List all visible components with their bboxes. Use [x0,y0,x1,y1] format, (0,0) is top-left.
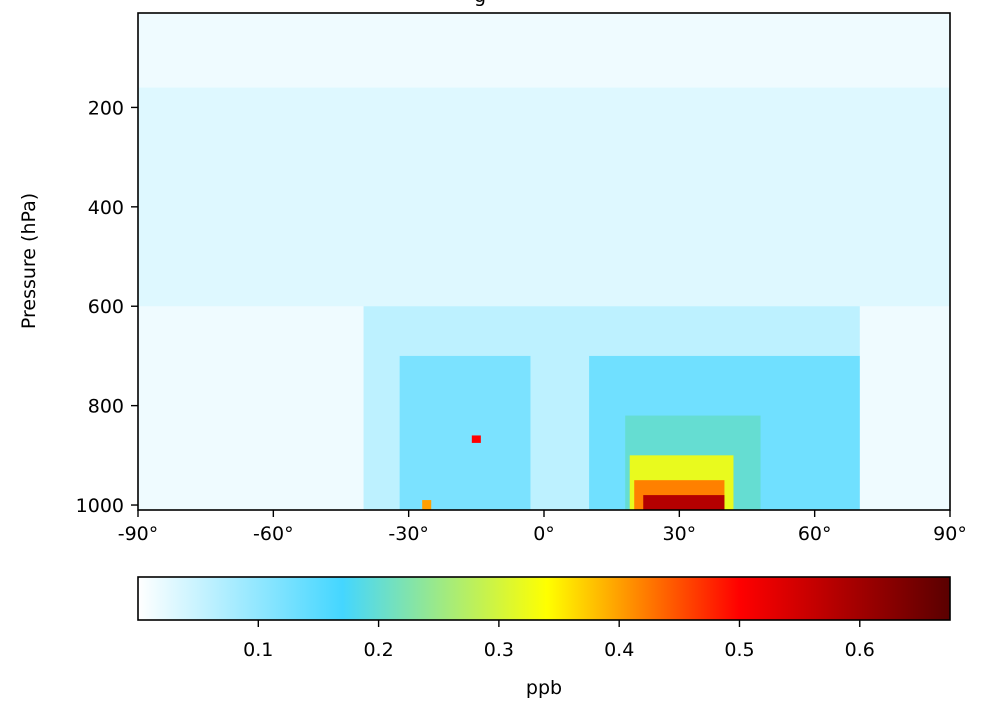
chart-title: g [474,0,486,7]
y-axis: 200 400 600 800 1000 [76,97,138,517]
colorbar-tick-label: 0.1 [243,639,273,661]
heatmap-cell [471,435,481,443]
x-tick-label: -90° [118,523,159,545]
colorbar-tick-label: 0.2 [363,639,393,661]
colorbar-label: ppb [526,677,562,699]
colorbar-tick-label: 0.4 [604,639,634,661]
y-tick-label: 1000 [76,495,124,517]
x-tick-label: -60° [253,523,294,545]
colorbar-tick-label: 0.5 [724,639,754,661]
x-tick-label: 30° [662,523,696,545]
x-tick-label: 90° [933,523,967,545]
heatmap-cell [399,355,531,510]
colorbar-fill [138,577,950,620]
y-tick-label: 200 [88,97,124,119]
y-axis-label: Pressure (hPa) [18,193,40,329]
y-tick-label: 600 [88,296,124,318]
y-tick-label: 400 [88,197,124,219]
colorbar-tick-label: 0.3 [484,639,514,661]
colorbar-axis: 0.1 0.2 0.3 0.4 0.5 0.6 [243,620,875,661]
x-tick-label: 0° [533,523,555,545]
heatmap-cells [138,13,950,510]
x-axis: -90° -60° -30° 0° 30° 60° 90° [118,510,967,545]
colorbar-frame [137,576,951,621]
x-tick-label: -30° [388,523,429,545]
x-tick-label: 60° [798,523,832,545]
colorbar-tick-label: 0.6 [845,639,875,661]
heatmap-cell [422,500,432,510]
heatmap-cell [138,87,950,307]
heatmap-cell [643,495,725,510]
y-tick-label: 800 [88,396,124,418]
